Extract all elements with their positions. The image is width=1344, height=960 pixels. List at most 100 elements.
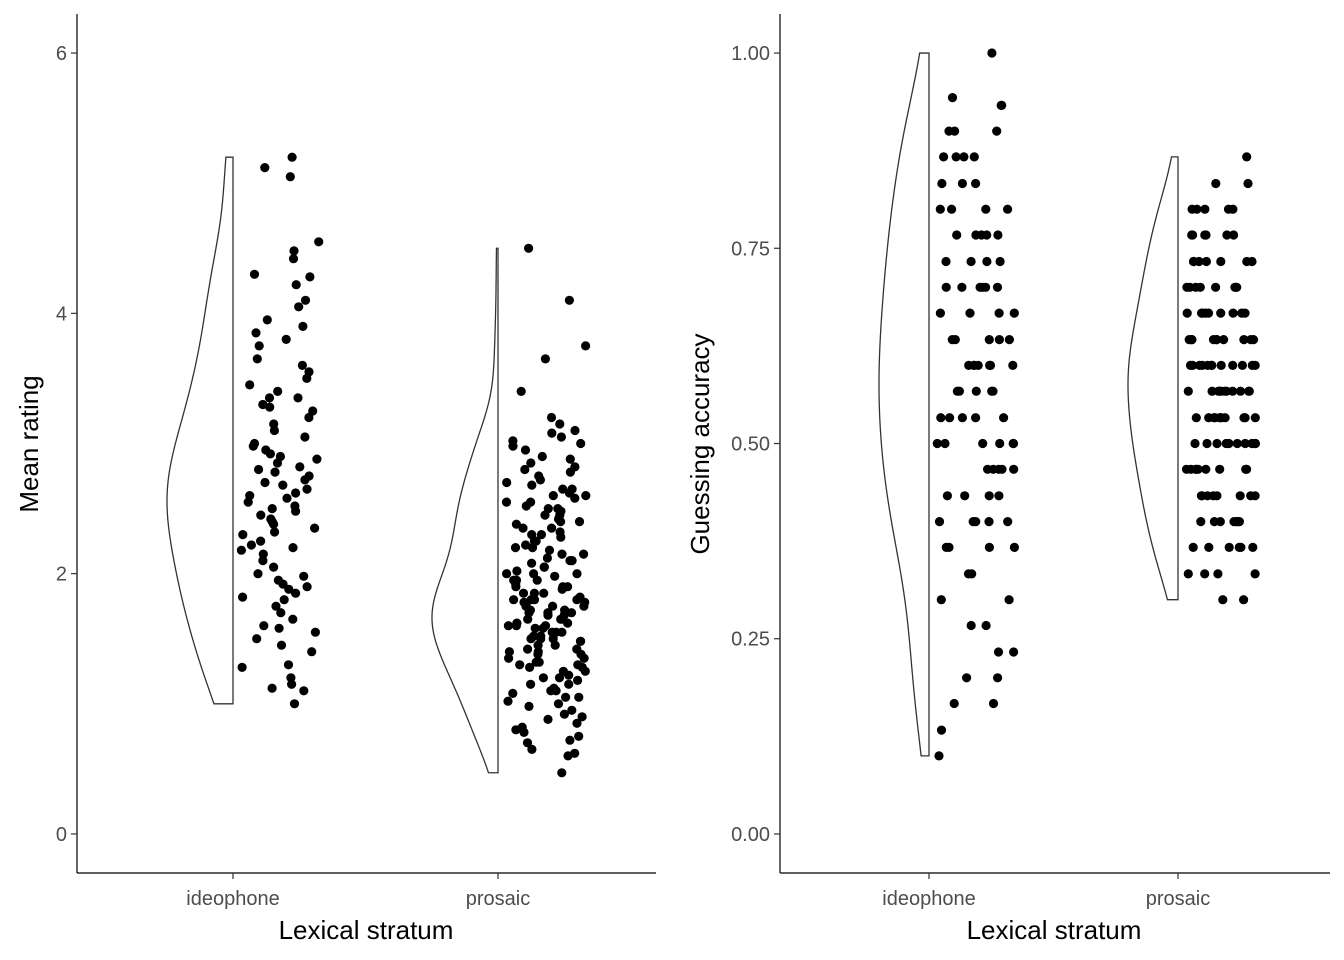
data-point	[524, 243, 534, 253]
data-point	[947, 335, 957, 345]
y-tick-label: 6	[56, 43, 67, 65]
data-point	[556, 432, 567, 442]
data-point	[1200, 204, 1210, 214]
data-point	[1009, 647, 1019, 657]
data-point	[1240, 413, 1250, 423]
data-point	[269, 562, 279, 572]
data-point	[279, 595, 289, 605]
data-point	[567, 705, 577, 715]
data-point	[278, 480, 288, 490]
data-point	[553, 699, 564, 709]
data-point	[539, 562, 549, 572]
data-point	[512, 566, 522, 576]
data-point	[1201, 464, 1211, 474]
data-point	[994, 491, 1004, 501]
data-point	[1211, 178, 1221, 189]
data-point	[566, 608, 577, 618]
data-point	[267, 504, 277, 514]
axes-layer: 0.00 0.25 0.50 0.75 1.00 ideophone prosaic	[731, 14, 1330, 910]
data-point	[511, 725, 521, 735]
data-point	[246, 540, 256, 550]
data-point	[1008, 438, 1018, 449]
violin-layer	[878, 52, 1179, 757]
data-point	[984, 517, 994, 527]
data-point	[570, 425, 580, 436]
data-point	[1187, 204, 1197, 214]
data-point	[1216, 308, 1226, 318]
data-point	[299, 686, 309, 696]
data-point	[944, 542, 954, 553]
data-point	[988, 386, 998, 396]
data-point	[527, 744, 537, 755]
data-point	[1207, 360, 1217, 370]
data-point	[1212, 438, 1222, 449]
data-point	[532, 575, 542, 585]
data-point	[254, 464, 264, 475]
data-point	[574, 517, 585, 527]
data-point	[564, 670, 574, 680]
data-point	[547, 523, 557, 533]
data-point	[1003, 204, 1013, 214]
data-point	[508, 595, 519, 605]
data-point	[1202, 438, 1212, 449]
data-point	[982, 256, 992, 267]
data-point	[563, 751, 573, 761]
data-point	[935, 204, 945, 214]
data-point	[999, 413, 1009, 423]
data-point	[288, 254, 299, 264]
data-point	[520, 445, 531, 455]
data-point	[554, 673, 565, 683]
data-point	[302, 373, 312, 383]
data-point	[273, 386, 283, 396]
y-tick-label: 4	[56, 303, 67, 325]
data-point	[1009, 464, 1019, 474]
data-point	[262, 315, 272, 325]
data-point	[967, 569, 977, 579]
data-point	[1222, 230, 1232, 240]
mean-rating-panel: 0 2 4 6 ideophone prosaic Lexical stratum Mea…	[14, 14, 656, 945]
data-point	[249, 269, 260, 279]
data-point	[1213, 569, 1223, 579]
data-point	[574, 731, 584, 741]
data-point	[1188, 256, 1199, 267]
data-point	[291, 488, 301, 498]
data-point	[564, 295, 575, 305]
data-point	[580, 666, 590, 676]
data-point	[521, 501, 531, 511]
data-point	[555, 419, 565, 429]
y-tick-label: 2	[56, 564, 67, 586]
data-point	[1224, 438, 1234, 449]
data-point	[1190, 438, 1200, 449]
data-point	[525, 662, 535, 673]
data-point	[1228, 308, 1238, 318]
x-axis-title: Lexical stratum	[967, 915, 1142, 945]
data-point	[1201, 256, 1211, 267]
data-point	[264, 393, 275, 403]
data-point	[1215, 386, 1226, 396]
data-point	[577, 712, 587, 722]
data-point	[1215, 517, 1225, 527]
data-point	[253, 569, 263, 579]
data-point	[936, 595, 946, 605]
data-point	[1250, 413, 1260, 423]
points-layer	[236, 152, 591, 778]
data-point	[256, 510, 266, 520]
data-point	[254, 341, 264, 351]
data-point	[570, 493, 580, 503]
data-point	[302, 484, 312, 494]
data-point	[934, 751, 944, 761]
data-point	[579, 653, 589, 663]
data-point	[565, 467, 576, 477]
data-point	[284, 584, 294, 594]
data-point	[515, 660, 525, 670]
violin-prosaic	[431, 247, 499, 774]
data-point	[245, 380, 255, 390]
data-point	[969, 152, 979, 162]
data-point	[936, 725, 947, 735]
data-point	[312, 454, 322, 464]
data-point	[535, 475, 546, 485]
data-point	[937, 178, 947, 189]
data-point	[1008, 360, 1018, 370]
data-point	[539, 588, 549, 598]
